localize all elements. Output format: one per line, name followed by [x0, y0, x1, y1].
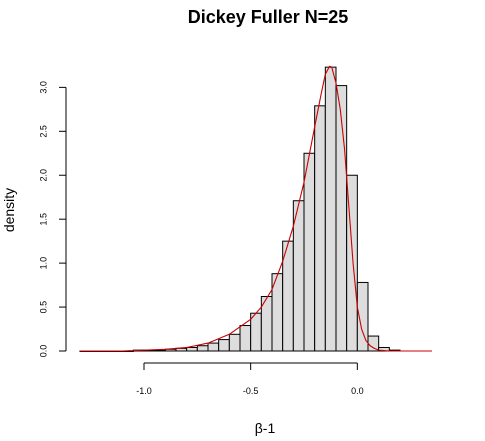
y-tick-label: 2.5 — [38, 125, 48, 138]
y-tick-label: 2.0 — [38, 169, 48, 182]
x-axis: -1.0 -0.5 0.0 — [136, 362, 364, 396]
chart-title: Dickey Fuller N=25 — [188, 7, 349, 27]
x-axis-label: β-1 — [255, 420, 276, 436]
histogram-bar — [367, 335, 380, 352]
y-tick-label: 3.0 — [38, 81, 48, 94]
y-tick-label: 1.5 — [38, 213, 48, 226]
histogram-bar — [314, 105, 326, 352]
x-tick-label: 0.0 — [351, 386, 364, 396]
y-tick-label: 1.0 — [38, 257, 48, 270]
y-tick-label: 0.0 — [38, 345, 48, 358]
y-axis: 0.0 0.5 1.0 1.5 2.0 2.5 3.0 — [38, 81, 67, 358]
density-curve-layer — [80, 65, 432, 352]
histogram-bar — [207, 342, 220, 352]
histogram-bar — [346, 174, 358, 352]
histogram-bar — [218, 339, 230, 352]
density-curve-line — [80, 65, 432, 352]
histogram-bar — [250, 312, 262, 352]
histogram-bar — [186, 346, 198, 352]
histogram-bar — [324, 66, 337, 352]
histogram-bar — [154, 349, 166, 352]
histogram-bar — [228, 333, 241, 352]
histogram-bars — [79, 66, 401, 352]
histogram-bar — [335, 85, 348, 352]
histogram-bar — [196, 345, 209, 352]
histogram-bar — [292, 200, 305, 352]
x-tick-label: -1.0 — [136, 386, 152, 396]
y-tick-label: 0.5 — [38, 301, 48, 314]
histogram-bar — [239, 325, 252, 352]
histogram-bar — [356, 281, 369, 352]
histogram-bar — [303, 152, 316, 352]
x-tick-label: -0.5 — [243, 386, 259, 396]
y-axis-label: density — [1, 188, 17, 232]
